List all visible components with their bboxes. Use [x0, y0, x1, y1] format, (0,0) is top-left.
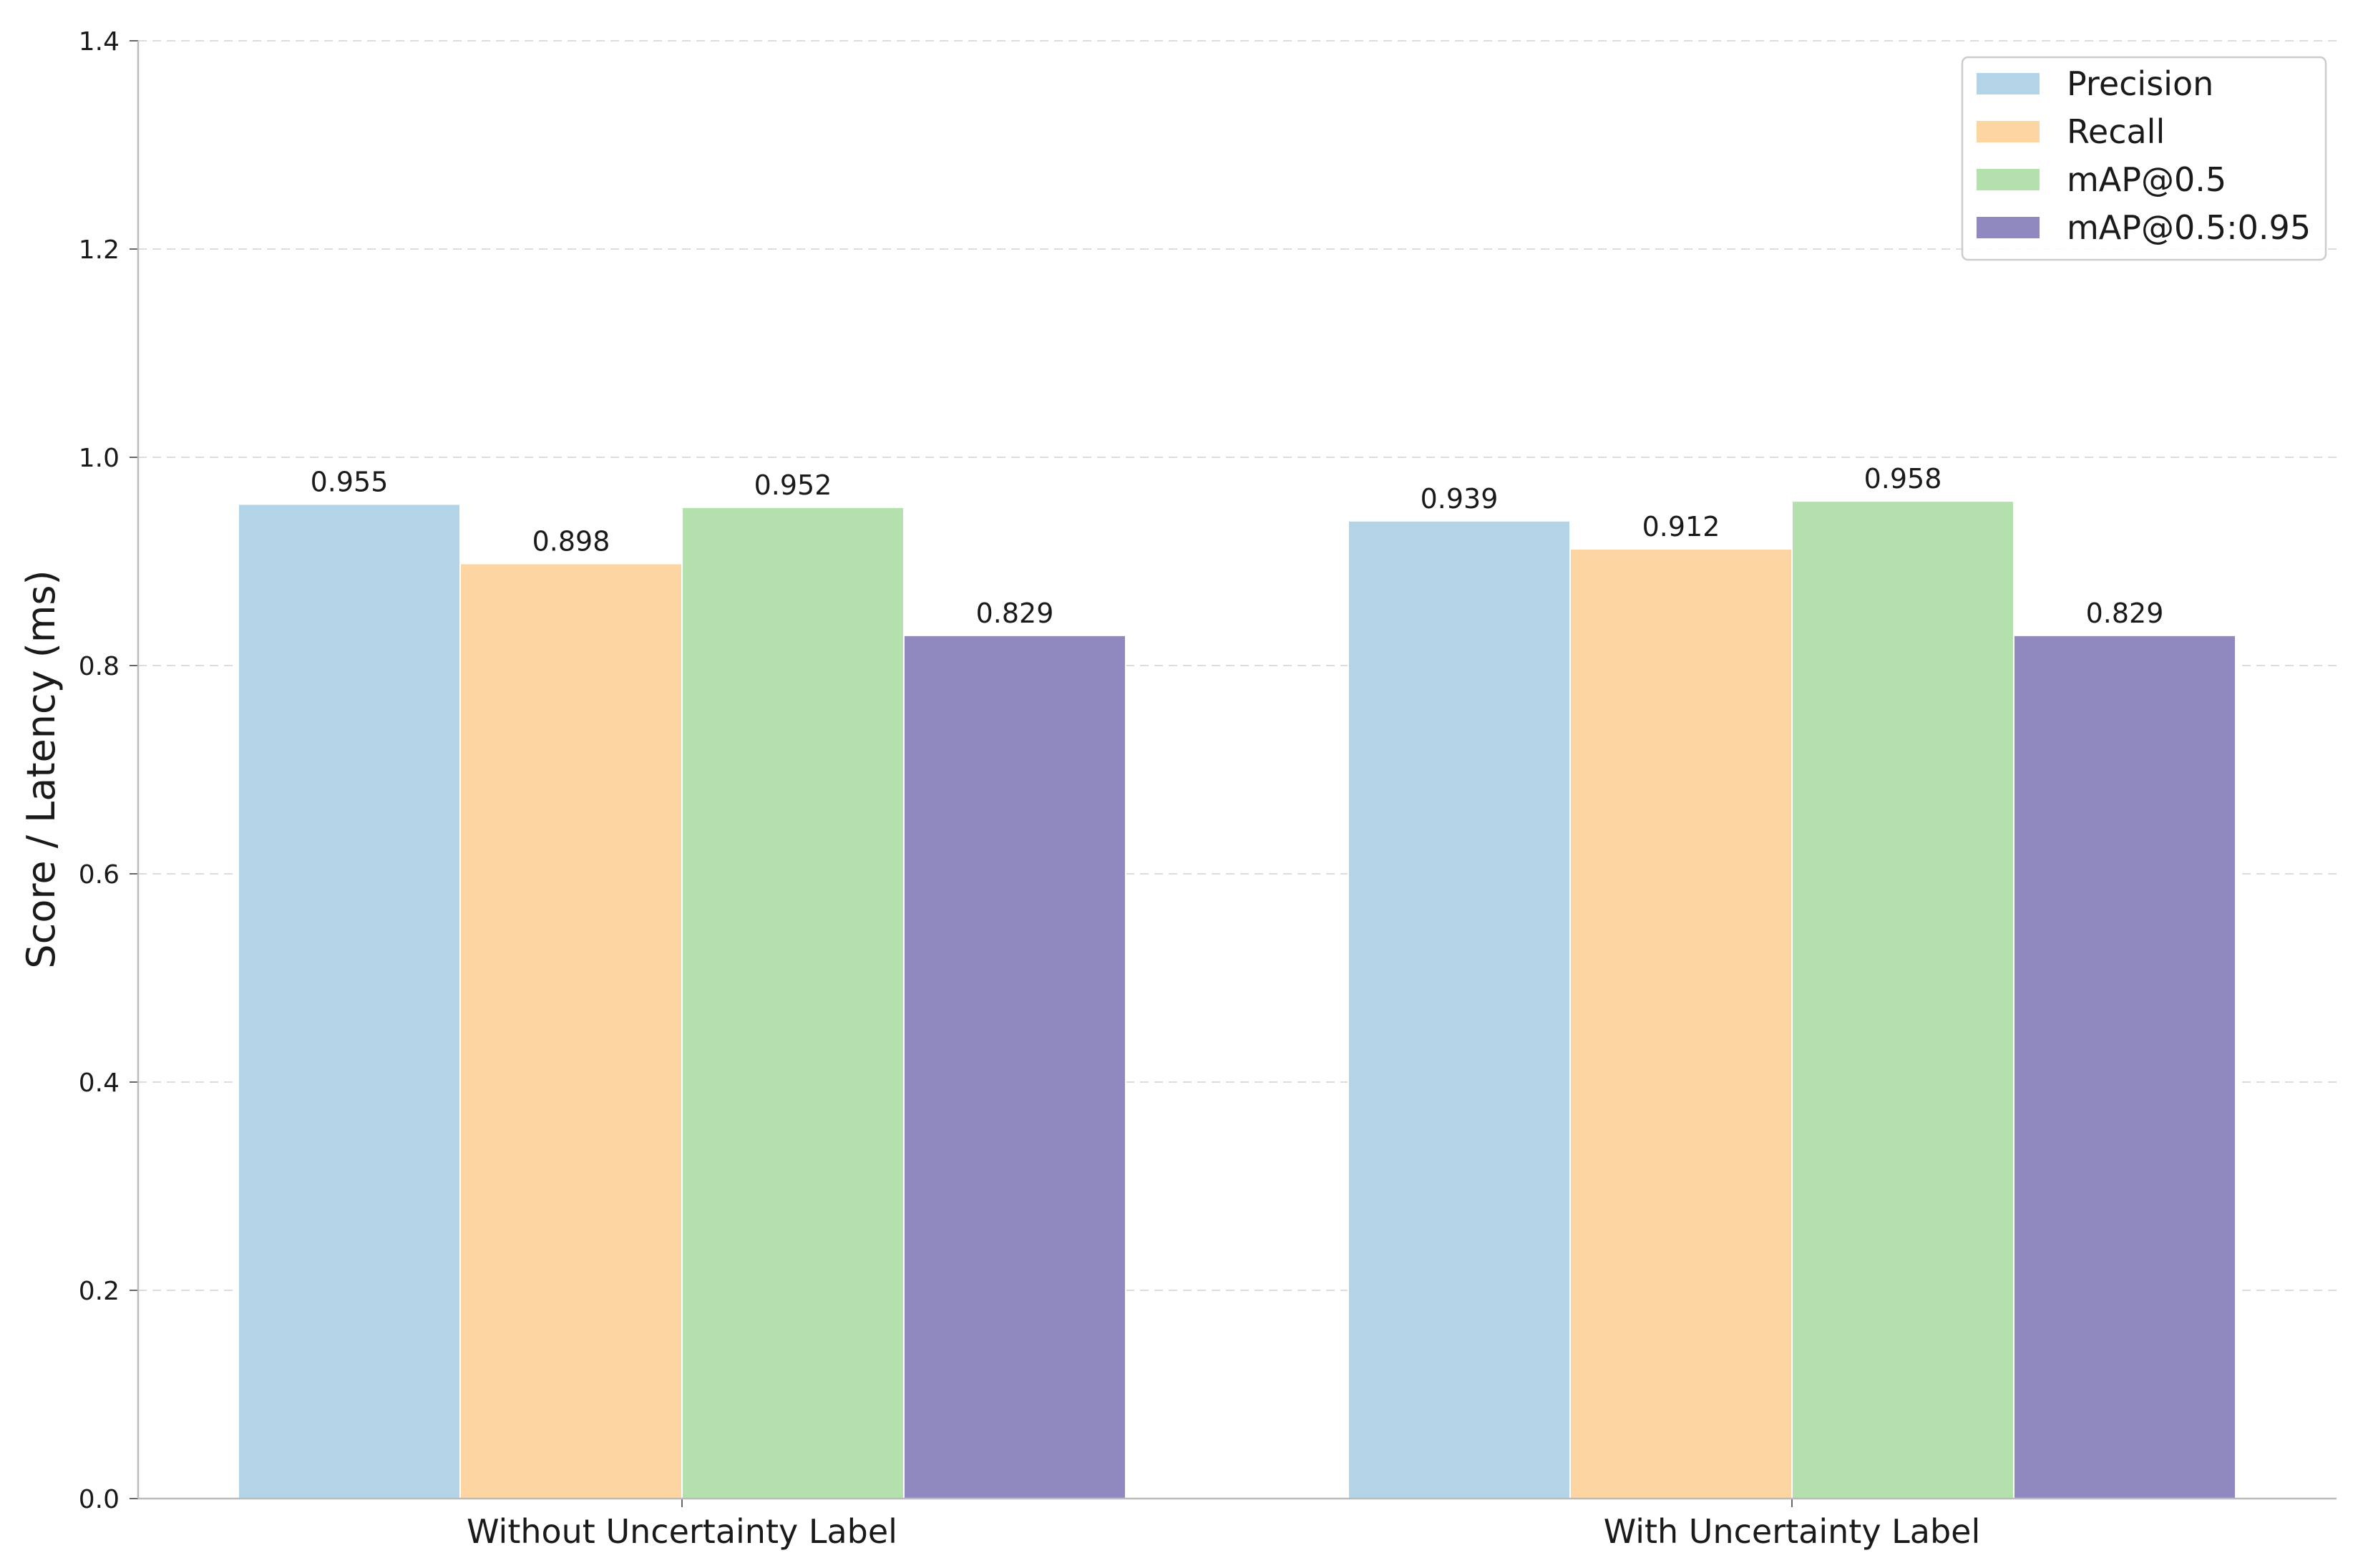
- data-label: 0.958: [1864, 463, 1942, 495]
- legend-label: mAP@0.5: [2067, 160, 2226, 199]
- legend-frame: [1961, 56, 2327, 261]
- bar: [1569, 548, 1793, 1499]
- data-label: 0.829: [976, 598, 1054, 629]
- bars: [238, 500, 2236, 1500]
- data-label: 0.952: [754, 469, 832, 501]
- y-tick-label: 0.8: [79, 652, 120, 681]
- data-label: 0.912: [1642, 511, 1720, 542]
- legend-label: mAP@0.5:0.95: [2067, 208, 2311, 247]
- y-tick-label: 0.0: [79, 1485, 120, 1514]
- bar: [238, 503, 461, 1499]
- x-tick-label: Without Uncertainty Label: [467, 1512, 897, 1551]
- y-tick-label: 1.0: [79, 444, 120, 473]
- legend-swatch: [1977, 73, 2040, 94]
- bar: [459, 563, 683, 1499]
- data-labels: 0.955 0.898 0.952 0.829 0.939 0.912 0.958 0.829: [311, 463, 2164, 629]
- legend: Precision Recall mAP@0.5 mAP@0.5:0.95: [1961, 56, 2327, 261]
- legend-label: Recall: [2067, 112, 2165, 151]
- data-label: 0.898: [532, 525, 610, 557]
- data-label: 0.955: [311, 466, 389, 497]
- bar: [903, 634, 1126, 1499]
- y-tick-label: 0.2: [79, 1277, 120, 1306]
- y-tick-label: 1.4: [79, 27, 120, 57]
- data-label: 0.829: [2086, 598, 2164, 629]
- legend-swatch: [1977, 169, 2040, 190]
- bar: [2013, 634, 2236, 1499]
- axes: 0.0 0.2 0.4 0.6 0.8 1.0 1.2 1.4 Without Uncertai…: [79, 27, 2337, 1551]
- y-tick-label: 0.4: [79, 1068, 120, 1098]
- bar: [1348, 520, 1571, 1499]
- y-axis-title: Score / Latency (ms): [19, 570, 64, 968]
- y-tick-label: 0.6: [79, 860, 120, 890]
- y-tick-label: 1.2: [79, 235, 120, 265]
- legend-swatch: [1977, 217, 2040, 238]
- bar: [1791, 500, 2014, 1499]
- legend-label: Precision: [2067, 64, 2213, 103]
- x-tick-label: With Uncertainty Label: [1604, 1512, 1981, 1551]
- bar: [681, 506, 905, 1500]
- data-label: 0.939: [1421, 483, 1499, 515]
- legend-swatch: [1977, 121, 2040, 142]
